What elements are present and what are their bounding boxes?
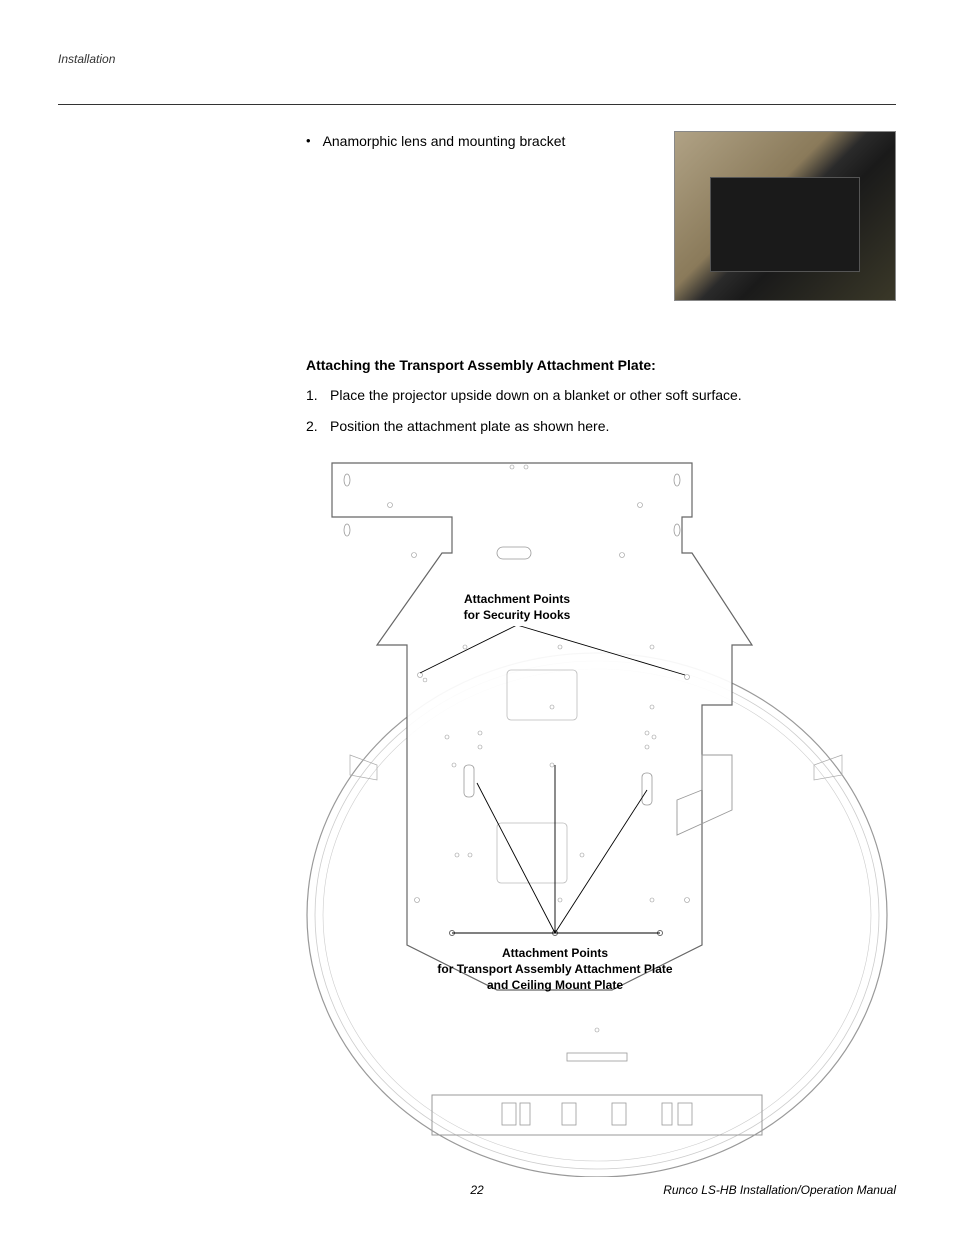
step-number: 1. xyxy=(306,385,330,406)
header-divider xyxy=(58,104,896,105)
section-title: Installation xyxy=(58,52,115,66)
diagram-label2-line1: Attachment Points xyxy=(502,946,608,960)
step-row: 1. Place the projector upside down on a … xyxy=(306,385,896,406)
diagram-label2-line2: for Transport Assembly Attachment Plate xyxy=(437,962,672,976)
page-number: 22 xyxy=(470,1183,483,1197)
attachment-plate-diagram: Attachment Points for Security Hooks Att… xyxy=(302,455,892,1177)
lens-photo-inner xyxy=(710,177,860,272)
section-heading: Attaching the Transport Assembly Attachm… xyxy=(306,357,896,373)
bullet-text: Anamorphic lens and mounting bracket xyxy=(323,133,566,149)
step-text: Place the projector upside down on a bla… xyxy=(330,385,742,406)
step-number: 2. xyxy=(306,416,330,437)
diagram-label1-line2: for Security Hooks xyxy=(464,608,571,622)
diagram-label1-line1: Attachment Points xyxy=(464,592,570,606)
diagram-label2-line3: and Ceiling Mount Plate xyxy=(487,978,623,992)
page-footer: 22 Runco LS-HB Installation/Operation Ma… xyxy=(58,1183,896,1197)
main-content: • Anamorphic lens and mounting bracket A… xyxy=(58,133,896,1177)
step-text: Position the attachment plate as shown h… xyxy=(330,416,609,437)
page-header-section: Installation xyxy=(58,52,896,66)
manual-title: Runco LS-HB Installation/Operation Manua… xyxy=(663,1183,896,1197)
bullet-marker: • xyxy=(306,133,311,148)
step-row: 2. Position the attachment plate as show… xyxy=(306,416,896,437)
lens-photo xyxy=(674,131,896,301)
